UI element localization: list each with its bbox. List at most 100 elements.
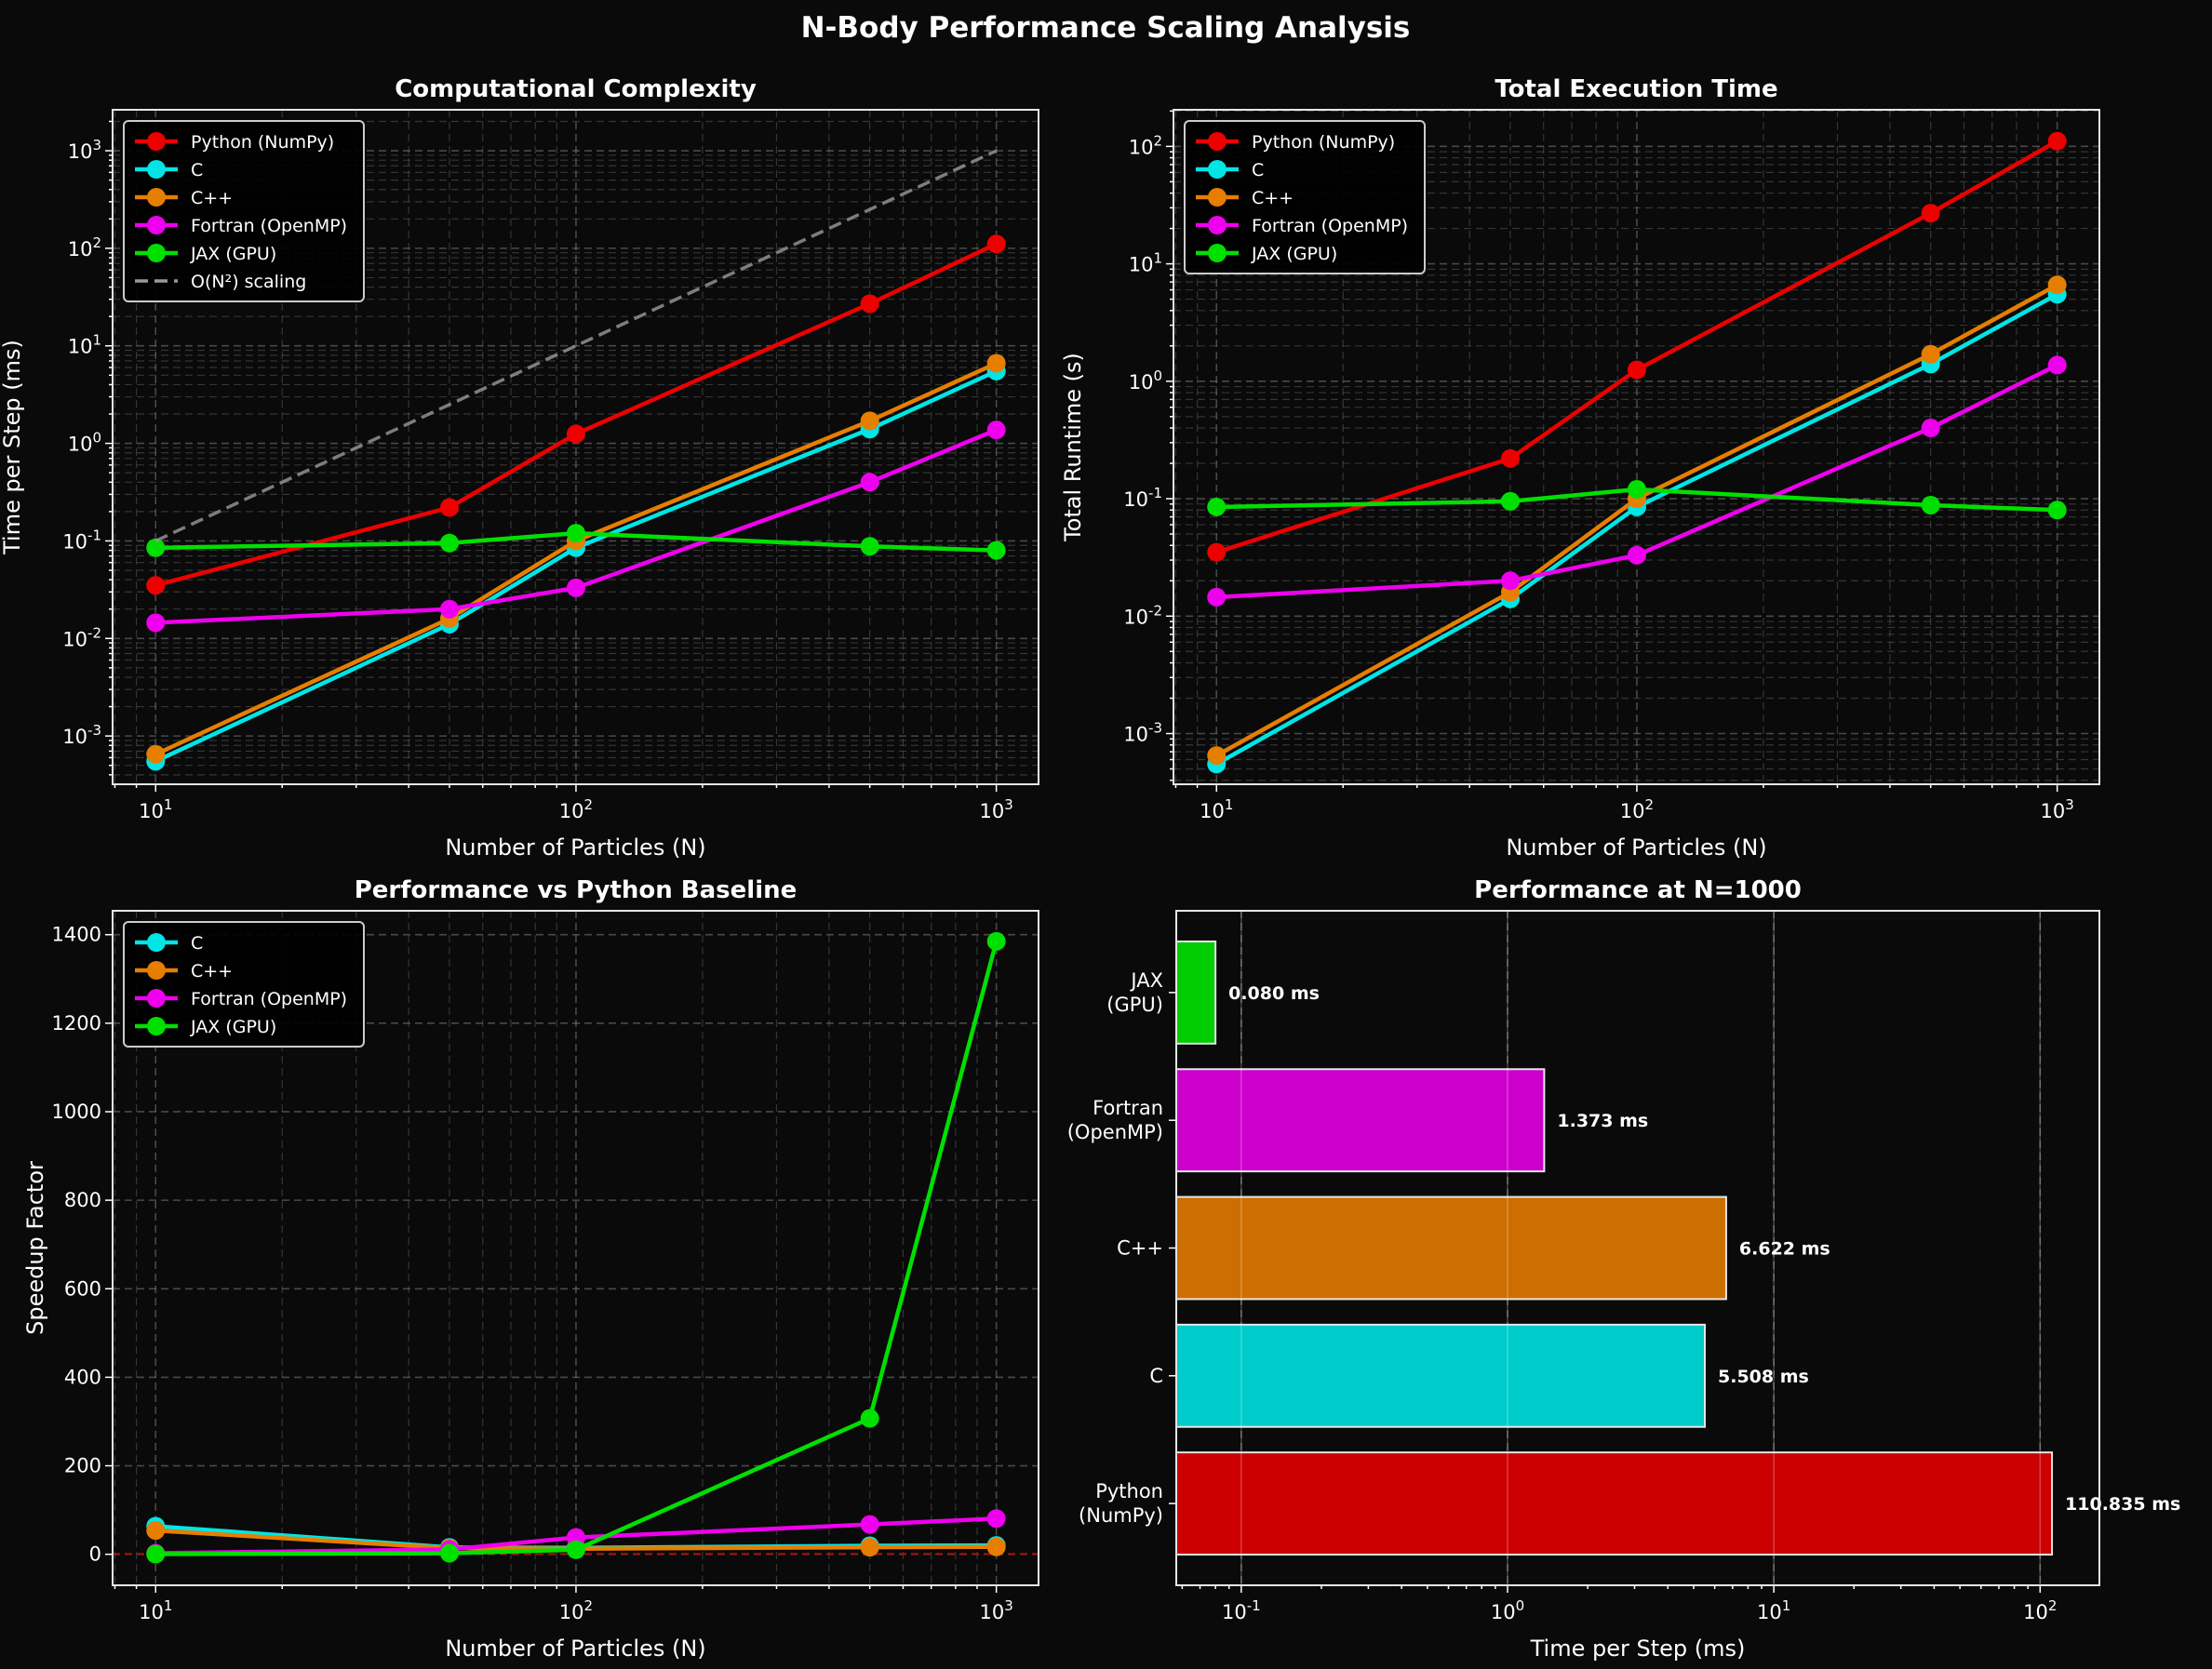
legend-marker-icon (1208, 244, 1227, 262)
legend-marker-icon (147, 216, 166, 234)
figure-title: N-Body Performance Scaling Analysis (801, 11, 1411, 45)
data-point (1627, 480, 1646, 500)
axes-frame (112, 109, 1039, 785)
x-axis-label: Number of Particles (N) (1506, 834, 1766, 861)
data-point (860, 1515, 879, 1534)
y-axis-label: Speedup Factor (22, 1161, 48, 1335)
data-point (439, 599, 459, 619)
x-axis-label: Number of Particles (N) (445, 1636, 705, 1662)
data-point (1921, 204, 1940, 223)
data-point (986, 1509, 1006, 1529)
y-axis-label: Total Runtime (s) (1060, 353, 1086, 542)
legend-label: JAX (GPU) (1251, 244, 1337, 264)
legend-label: Fortran (OpenMP) (191, 216, 347, 236)
data-point (2047, 355, 2067, 375)
legend-box (123, 921, 365, 1048)
series-jax-gpu- (146, 524, 1006, 560)
legend-label: Python (NumPy) (1252, 132, 1395, 153)
legend-box (1184, 120, 1426, 274)
x-tick-label: 10-1 (1222, 1597, 1261, 1623)
series-fortran-openmp- (1207, 355, 2067, 607)
legend: C C++ Fortran (OpenMP) JAX (GPU) (123, 921, 365, 1048)
x-axis-label: Number of Particles (N) (445, 834, 705, 861)
data-point (1207, 587, 1227, 607)
legend-marker-icon (147, 989, 166, 1008)
bar (1175, 940, 1217, 1045)
data-point (566, 578, 585, 597)
data-point (146, 613, 166, 633)
legend-marker-icon (1208, 160, 1227, 179)
data-point (146, 538, 166, 557)
data-point (146, 744, 166, 764)
legend-label: C++ (191, 961, 233, 981)
data-point (986, 931, 1006, 951)
y-tick-label: 0 (89, 1543, 101, 1566)
data-point (1207, 497, 1227, 516)
legend-marker-icon (147, 188, 166, 207)
data-point (439, 533, 459, 553)
series-jax-gpu- (146, 931, 1006, 1564)
legend-label: C (1252, 160, 1264, 180)
axes-frame (1175, 910, 2100, 1586)
data-point (1207, 746, 1227, 766)
legend: Python (NumPy) C C++ Fortran (OpenMP) JAX (G… (1184, 120, 1426, 274)
legend-label: O(N²) scaling (191, 272, 306, 292)
data-point (860, 1538, 879, 1557)
data-point (566, 524, 585, 543)
data-point (1207, 542, 1227, 562)
data-point (860, 537, 879, 556)
data-point (1500, 571, 1520, 591)
legend-marker-icon (1208, 132, 1227, 151)
data-point (986, 354, 1006, 373)
subplot-title: Performance at N=1000 (1474, 876, 1802, 904)
series-python-numpy- (1207, 131, 2067, 562)
series-o-n-scaling (154, 149, 998, 543)
data-point (2047, 501, 2067, 520)
data-point (860, 1409, 879, 1428)
data-point (986, 1537, 1006, 1556)
y-tick-label: 1200 (52, 1012, 101, 1035)
legend-label: Fortran (OpenMP) (191, 989, 347, 1009)
data-point (566, 1540, 585, 1559)
data-point (146, 1544, 166, 1564)
bar (1175, 1451, 2054, 1556)
legend-marker-icon (1208, 188, 1227, 207)
y-tick-label: JAX (GPU) (1106, 969, 1163, 1016)
legend-label: C (191, 933, 203, 954)
data-point (2047, 275, 2067, 295)
bar-data-label: 0.080 ms (1228, 983, 1320, 1004)
y-tick-label: 102 (1129, 132, 1162, 158)
y-tick-label: C++ (1117, 1237, 1163, 1260)
data-point (986, 234, 1006, 254)
y-tick-label: 600 (64, 1277, 101, 1300)
y-tick-label: 1400 (52, 924, 101, 946)
legend-label: C++ (1252, 188, 1294, 208)
y-tick-label: 1000 (52, 1101, 101, 1123)
data-point (1921, 344, 1940, 364)
legend-marker-icon (147, 160, 166, 179)
bar (1175, 1195, 1727, 1301)
legend-marker-icon (147, 933, 166, 952)
y-tick-label: 800 (64, 1189, 101, 1211)
data-point (860, 411, 879, 431)
legend: Python (NumPy) C C++ Fortran (OpenMP) JAX (G… (123, 120, 365, 302)
legend-marker-icon (1208, 216, 1227, 234)
bar (1175, 1068, 1546, 1173)
y-tick-label: C (1149, 1365, 1163, 1387)
axes-frame (1173, 109, 2100, 785)
data-point (1921, 496, 1940, 515)
legend-label: JAX (GPU) (190, 244, 276, 264)
legend-label: Fortran (OpenMP) (1252, 216, 1408, 236)
data-point (986, 541, 1006, 560)
y-tick-label: Python (NumPy) (1079, 1480, 1163, 1527)
data-point (566, 424, 585, 444)
data-point (1500, 491, 1520, 511)
data-point (860, 294, 879, 314)
legend-marker-icon (147, 244, 166, 262)
x-tick-label: 101 (139, 1597, 172, 1623)
